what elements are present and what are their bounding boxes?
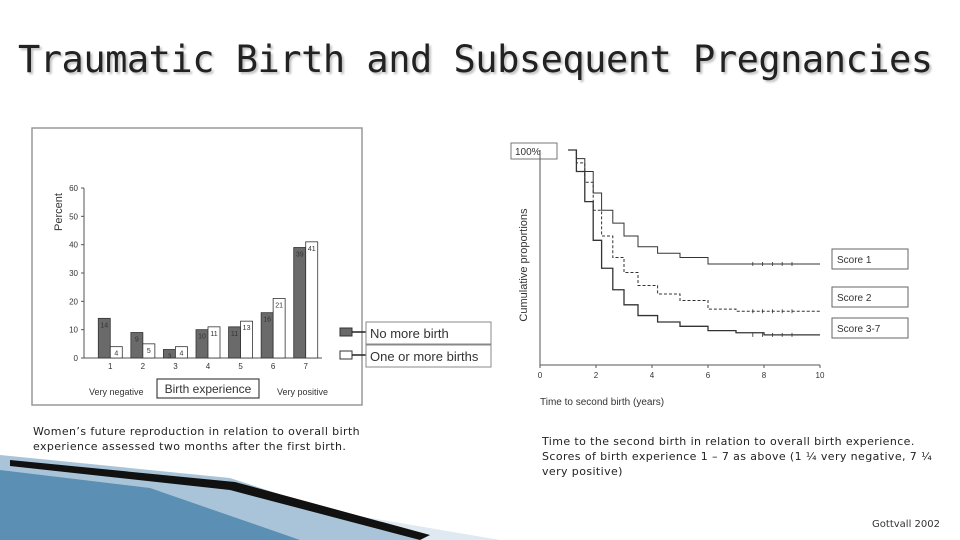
left-caption: Women’s future reproduction in relation …	[33, 425, 361, 453]
bar-value-label: 21	[275, 303, 283, 310]
legend-no-more-birth: No more birth	[370, 326, 449, 341]
source-credit: Gottvall 2002	[872, 519, 940, 530]
line-xtick-label: 10	[816, 371, 825, 380]
line-ylabel: Cumulative proportions	[518, 208, 530, 322]
bar-ytick-label: 50	[69, 212, 78, 221]
bar-value-label: 16	[263, 317, 271, 324]
bar-value-label: 4	[179, 351, 183, 358]
bar-more-2	[142, 343, 156, 359]
line-xtick-label: 8	[762, 371, 767, 380]
bar-ytick-label: 10	[69, 326, 78, 335]
bar-xtick-label: 1	[108, 362, 113, 371]
line-legend-label: Score 3-7	[837, 324, 881, 335]
bar-value-label: 11	[210, 331, 217, 338]
bar-x-left-label: Very negative	[89, 387, 144, 397]
bar-xtick-label: 2	[141, 362, 146, 371]
line-y-top-label: 100%	[515, 147, 541, 158]
line-legend-label: Score 2	[837, 293, 872, 304]
line-legend-box	[831, 286, 909, 308]
bar-ytick-label: 0	[74, 354, 79, 363]
bar-xtick-label: 7	[303, 362, 308, 371]
bar-value-label: 11	[231, 331, 238, 338]
bar-legend: No more birth One or more births	[339, 321, 492, 368]
survival-curve-1	[568, 149, 820, 265]
line-xtick-label: 0	[538, 371, 543, 380]
bar-xtick-label: 4	[206, 362, 211, 371]
bar-value-label: 3	[167, 354, 171, 361]
bar-more-5	[240, 320, 253, 359]
slide-title: Traumatic Birth and Subsequent Pregnanci…	[18, 38, 933, 81]
bar-more-6	[272, 298, 286, 359]
right-caption: Time to the second birth in relation to …	[542, 435, 933, 478]
line-xlabel: Time to second birth (years)	[540, 397, 664, 408]
bar-value-label: 41	[308, 246, 316, 253]
bar-xtick-label: 6	[271, 362, 276, 371]
bar-value-label: 13	[243, 325, 251, 332]
line-xtick-label: 2	[594, 371, 599, 380]
bar-ytick-label: 30	[69, 269, 78, 278]
survival-curve-2	[568, 149, 820, 312]
bar-more-3	[175, 346, 188, 359]
bar-x-right-label: Very positive	[277, 387, 328, 397]
bar-more-4	[207, 326, 221, 359]
bar-value-label: 39	[296, 252, 304, 259]
line-xtick-label: 6	[706, 371, 711, 380]
bar-more-1	[109, 346, 123, 359]
survival-curve-3	[568, 149, 820, 336]
bar-xtick-label: 3	[173, 362, 178, 371]
legend-one-or-more-births: One or more births	[370, 349, 479, 364]
bar-ytick-label: 40	[69, 241, 78, 250]
bar-value-label: 5	[147, 348, 151, 355]
bar-value-label: 14	[100, 322, 108, 329]
bar-value-label: 4	[114, 351, 118, 358]
bar-value-label: 9	[135, 337, 139, 344]
bar-ytick-label: 60	[69, 184, 78, 193]
bar-xtick-label: 5	[238, 362, 243, 371]
line-legend-box	[831, 317, 909, 339]
bar-ylabel: Percent	[53, 193, 65, 231]
bar-value-label: 10	[198, 334, 206, 341]
line-xtick-label: 4	[650, 371, 655, 380]
bar-xlabel: Birth experience	[165, 382, 252, 396]
bar-ytick-label: 20	[69, 297, 78, 306]
line-legend-box	[831, 248, 909, 270]
line-legend-label: Score 1	[837, 255, 872, 266]
bar-no-more-1	[97, 317, 111, 359]
bar-more-7	[305, 241, 319, 359]
